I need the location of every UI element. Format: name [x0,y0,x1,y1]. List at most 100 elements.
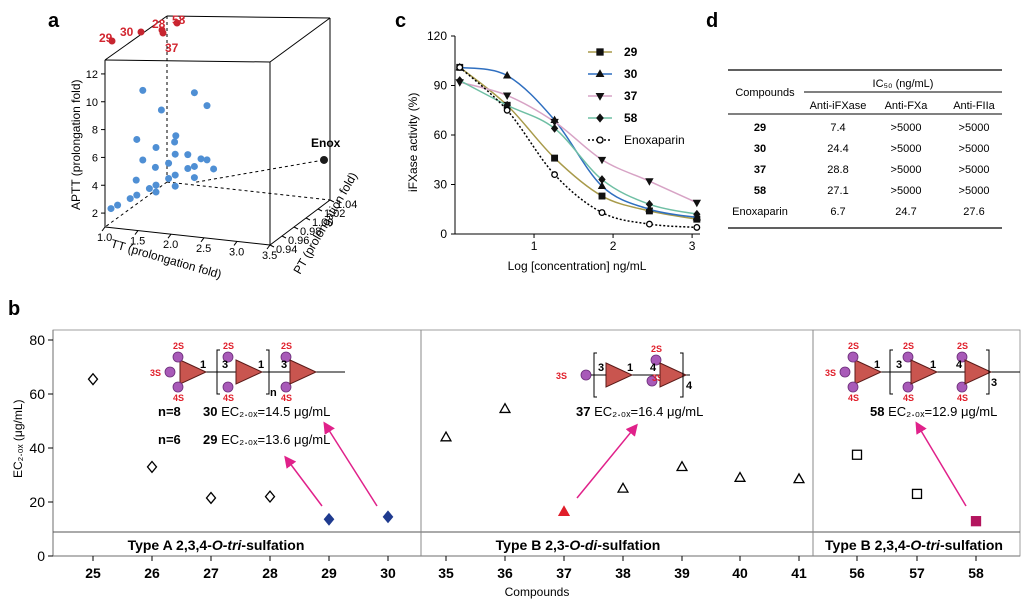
highlight-label: 58 [172,13,186,27]
cloud-point [184,151,192,159]
legend-marker [596,136,604,144]
z-tick-label: 0.98 [300,226,321,238]
table-cell: 24.7 [895,206,916,218]
panel-label-b: b [8,298,20,320]
sulfate-label: 2S [651,344,662,354]
x-tick-label: 39 [674,565,690,581]
cube-edge [104,15,168,61]
highlight-label: 28 [152,17,166,31]
legend-marker [595,69,605,78]
highlight-point [137,28,145,36]
x-tick-label: 37 [556,565,572,581]
cloud-point [151,163,159,171]
y-tick-label: 20 [29,494,45,510]
cloud-point [133,191,141,199]
data-point-28 [264,490,276,504]
x-tick-label: 58 [968,565,984,581]
data-point-30 [382,510,394,524]
highlight-label: 37 [165,41,179,55]
legend-marker [596,48,604,56]
link-label: 3 [598,362,604,374]
y-tick-label: 60 [29,386,45,402]
sugar-triangle [910,359,939,385]
table-cell: >5000 [891,185,922,197]
cloud-point [171,138,179,146]
y-tick-label: 10 [86,97,98,109]
y-tick-label: 80 [29,332,45,348]
x-tick [134,230,139,235]
cloud-point [171,182,179,190]
sulfate-label: 3S [825,368,836,378]
sugar-triangle [179,359,208,385]
group-label-italic: O-tri [910,537,941,553]
sulfate-ball [172,351,184,363]
y-tick-label: 120 [427,29,447,43]
y-tick-label: 90 [434,79,448,93]
annotation-compound: 29 [203,432,217,447]
sulfate-ball [580,369,592,381]
table-cell: >5000 [959,164,990,176]
table-cell: 6.7 [830,206,845,218]
table-cell: >5000 [959,143,990,155]
data-point-29 [323,512,335,526]
x-tick [167,233,172,239]
cloud-point [190,174,198,182]
sulfate-label: 3S [150,368,161,378]
table-column-header: Anti-FIIa [953,100,995,112]
cloud-point [203,156,211,164]
sugar-triangle [854,359,883,385]
table-row-name: Enoxaparin [732,206,788,218]
repeat-label: 4 [686,380,693,392]
sugar-triangle [235,359,264,385]
z-tick-label: 1.04 [336,199,357,211]
x-tick [233,241,238,246]
series-point-enoxaparin [503,106,511,114]
y-tick-label: 4 [92,180,98,192]
x-axis-label: Compounds [505,585,570,599]
y-axis-label: APTT (prolongation fold) [69,79,83,210]
legend-marker [595,92,605,101]
cloud-point [107,205,115,213]
link-label: 1 [930,359,936,371]
x-tick-label: 30 [380,565,396,581]
y-tick-label: 0 [440,227,447,241]
cube-edge [166,15,331,19]
legend-label: 37 [624,89,638,103]
legend-label: 29 [624,45,638,59]
table-cell: 28.8 [827,164,848,176]
sulfate-ball [650,354,662,366]
x-tick-label: 1 [531,239,538,253]
table-cell: >5000 [959,122,990,134]
highlight-leader [176,17,184,24]
group-label: Type B 2,3,4-O-tri-sulfation [825,537,1003,553]
sulfate-label: 4S [281,393,292,403]
y-tick-label: 6 [92,152,98,164]
table-cell: >5000 [891,143,922,155]
z-tick-label: 1.02 [324,208,345,220]
cloud-point [152,188,160,196]
x-tick-label: 2.0 [163,239,178,251]
cloud-point [126,195,134,203]
annotation-value: EC₂.₀ₓ=14.5 μg/mL [221,404,330,419]
table-row-name: 30 [754,143,766,155]
group-label-part: Type A 2,3,4- [128,537,213,553]
data-point-40 [733,471,747,482]
y-tick-label: 40 [29,440,45,456]
series-point-58 [598,175,606,184]
sulfate-ball [172,381,184,393]
group-label-part: Type B 2,3,4- [825,537,911,553]
sulfate-label: 4S [957,393,968,403]
annotation-compound: 37 [576,404,590,419]
series-point-enoxaparin [551,171,559,179]
group-label-part: -sulfation [597,537,660,553]
annotation-compound: 30 [203,404,217,419]
repeat-bracket-right [680,352,684,398]
annotation-arrow [576,423,638,499]
x-tick-label: 57 [909,565,925,581]
x-tick-label: 56 [849,565,865,581]
z-tick [317,208,323,212]
series-point-37 [502,92,512,100]
cloud-point [152,144,160,152]
